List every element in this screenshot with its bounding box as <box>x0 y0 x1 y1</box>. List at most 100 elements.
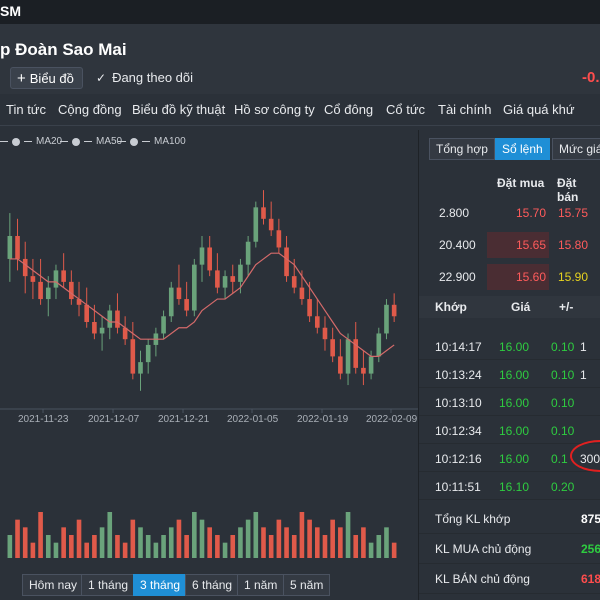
trade-row: 10:12:16 16.00 0.1 300 <box>419 444 600 472</box>
tab-price-levels[interactable]: Mức giá <box>552 138 600 160</box>
volume-bar <box>322 535 328 558</box>
volume-bar <box>391 542 397 558</box>
volume-bar <box>192 512 197 558</box>
company-name: p Đoàn Sao Mai <box>0 40 127 59</box>
legend-ma20[interactable]: MA20 <box>0 136 62 147</box>
x-tick-label: 2021-11-23 <box>18 414 69 425</box>
tab-order-book[interactable]: Sổ lệnh <box>495 138 550 160</box>
range-today-button[interactable]: Hôm nay <box>22 574 85 596</box>
volume-bar <box>207 527 212 558</box>
ask-price: 15.90 <box>558 270 589 284</box>
candle-body <box>199 247 205 265</box>
summary-value: 256 <box>581 542 600 556</box>
legend-ma100[interactable]: MA100 <box>118 136 186 147</box>
nav-technical-chart[interactable]: Biểu đồ kỹ thuật <box>132 102 226 117</box>
nav-financials[interactable]: Tài chính <box>438 102 492 117</box>
candle-body <box>338 356 343 374</box>
legend-ma50[interactable]: MA50 <box>60 136 122 147</box>
candle-body <box>345 339 351 374</box>
moving-average-line <box>9 252 395 357</box>
volume-bar <box>299 512 305 558</box>
price-chart[interactable]: MA20 MA50 MA100 2021-11-23 2021-12-07 20… <box>0 130 418 600</box>
range-6m-button[interactable]: 6 tháng <box>185 574 240 596</box>
follow-toggle[interactable]: ✓ Đang theo dõi <box>96 70 193 85</box>
summary-row-sell: KL BÁN chủ động 618 <box>419 564 600 594</box>
trade-row: 10:13:10 16.00 0.10 <box>419 388 600 416</box>
bid-depth-bar <box>487 264 549 290</box>
nav-community[interactable]: Cộng đồng <box>58 102 122 117</box>
nav-company-profile[interactable]: Hồ sơ công ty <box>234 102 315 117</box>
trade-row: 10:14:17 16.00 0.10 1 <box>419 332 600 360</box>
trade-change: 0.10 <box>551 424 575 438</box>
trade-row: 10:13:24 16.00 0.10 1 <box>419 360 600 388</box>
bid-price: 15.70 <box>516 206 547 220</box>
check-icon: ✓ <box>96 70 107 85</box>
volume-bar <box>276 519 282 558</box>
candle-body <box>176 287 182 300</box>
candle-body <box>84 304 90 322</box>
candle-body <box>115 310 120 328</box>
ask-price: 15.75 <box>558 206 589 220</box>
x-tick-label: 2021-12-21 <box>158 414 210 425</box>
volume-bar <box>314 527 320 558</box>
candle-body <box>261 207 266 219</box>
candle-body <box>361 367 366 374</box>
volume-bar <box>84 542 90 558</box>
trade-change: 0.10 <box>551 340 575 354</box>
volume-bar <box>368 542 374 558</box>
orderbook-row: 20.400 15.65 15.80 <box>419 230 600 260</box>
nav-dividends[interactable]: Cổ tức <box>386 102 426 117</box>
price-change: -0. <box>582 69 600 86</box>
trade-change: 0.10 <box>551 368 575 382</box>
candle-body <box>38 281 43 300</box>
order-panel: Tổng hợp Sổ lệnh Mức giá Đặt mua Đặt bán… <box>418 130 600 600</box>
candle-body <box>238 264 243 282</box>
volume-bar <box>122 542 128 558</box>
volume-bar <box>199 519 205 558</box>
follow-label: Đang theo dõi <box>112 70 194 85</box>
range-3m-button[interactable]: 3 tháng <box>133 574 188 596</box>
legend-ma100-marker <box>130 137 138 146</box>
volume-bar <box>168 527 174 558</box>
candle-body <box>145 344 151 363</box>
volume-bar <box>361 527 366 558</box>
candle-body <box>15 236 20 259</box>
nav-shareholders[interactable]: Cổ đông <box>324 102 374 117</box>
trade-time: 10:14:17 <box>435 340 482 354</box>
nav-news[interactable]: Tin tức <box>6 102 47 117</box>
range-1m-button[interactable]: 1 tháng <box>81 574 136 596</box>
volume-bar <box>245 519 251 558</box>
trade-time: 10:12:34 <box>435 424 482 438</box>
volume-bar <box>145 535 151 558</box>
trade-price: 16.00 <box>499 396 530 410</box>
trade-change: 0.1 <box>551 452 568 466</box>
summary-label: KL MUA chủ động <box>435 542 532 556</box>
bid-depth-bar <box>487 232 549 258</box>
candle-body <box>222 276 228 288</box>
range-5y-button[interactable]: 5 năm <box>283 574 331 596</box>
tab-summary[interactable]: Tổng hợp <box>429 138 495 160</box>
bid-volume: 2.800 <box>439 206 470 220</box>
candle-body <box>284 247 289 277</box>
trade-price: 16.10 <box>499 480 530 494</box>
candle-body <box>168 287 174 317</box>
volume-bar <box>138 527 143 558</box>
candle-body <box>53 270 59 288</box>
candle-body <box>322 327 328 340</box>
ticker-symbol: SM <box>0 3 21 19</box>
candle-body <box>276 230 282 248</box>
range-1y-button[interactable]: 1 năm <box>237 574 285 596</box>
bid-price: 15.65 <box>516 238 547 252</box>
chart-button[interactable]: + Biểu đồ <box>10 67 83 89</box>
top-bar: SM <box>0 0 600 24</box>
volume-bar <box>184 535 189 558</box>
trade-time: 10:13:10 <box>435 396 482 410</box>
bid-volume: 22.900 <box>439 270 476 284</box>
volume-bar <box>338 527 343 558</box>
candle-body <box>253 207 259 242</box>
candle-body <box>215 270 220 288</box>
volume-bar <box>222 542 228 558</box>
trade-row: 10:12:34 16.00 0.10 <box>419 416 600 444</box>
nav-price-history[interactable]: Giá quá khứ <box>503 102 575 117</box>
volume-bar <box>69 535 74 558</box>
